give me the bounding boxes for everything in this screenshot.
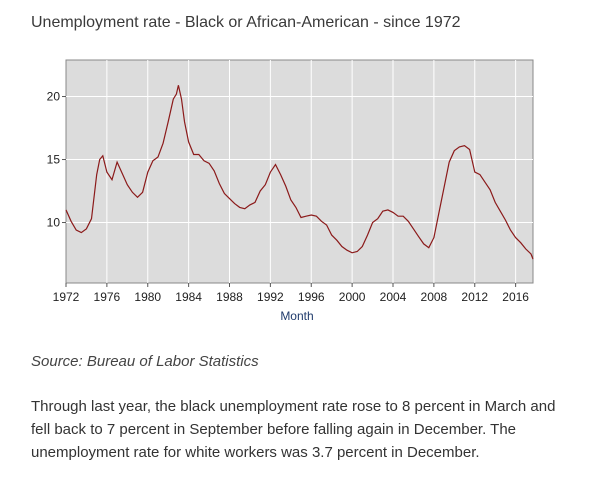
- x-tick-label-1996: 1996: [298, 290, 325, 304]
- x-tick-label-1980: 1980: [134, 290, 161, 304]
- y-tick-label-15: 15: [47, 153, 61, 167]
- x-tick-label-1992: 1992: [257, 290, 284, 304]
- x-tick-label-1976: 1976: [94, 290, 121, 304]
- page-title: Unemployment rate - Black or African-Ame…: [31, 14, 461, 31]
- series-line: [65, 85, 534, 260]
- x-tick-label-2012: 2012: [461, 290, 488, 304]
- source-caption: Source: Bureau of Labor Statistics: [31, 353, 259, 370]
- y-axis-ticks: 10 15 20: [47, 90, 66, 230]
- y-tick-label-10: 10: [47, 216, 61, 230]
- x-axis-label: Month: [280, 309, 313, 323]
- x-tick-label-2000: 2000: [339, 290, 366, 304]
- y-tick-label-20: 20: [47, 90, 61, 104]
- article-paragraph: Through last year, the black unemploymen…: [31, 398, 556, 461]
- x-tick-label-2008: 2008: [421, 290, 448, 304]
- x-tick-label-2016: 2016: [502, 290, 529, 304]
- horizontal-gridlines: [66, 96, 533, 224]
- unemployment-line-chart: 10 15 20 1972 1976 1980 1984 1988 1992 1996 2000 2…: [47, 59, 534, 323]
- x-tick-label-1972: 1972: [53, 290, 80, 304]
- x-tick-label-2004: 2004: [380, 290, 407, 304]
- x-tick-label-1984: 1984: [175, 290, 202, 304]
- x-axis-ticks: 1972 1976 1980 1984 1988 1992 1996 2000 2004 2008…: [53, 283, 529, 304]
- plot-area: [65, 59, 534, 284]
- x-tick-label-1988: 1988: [216, 290, 243, 304]
